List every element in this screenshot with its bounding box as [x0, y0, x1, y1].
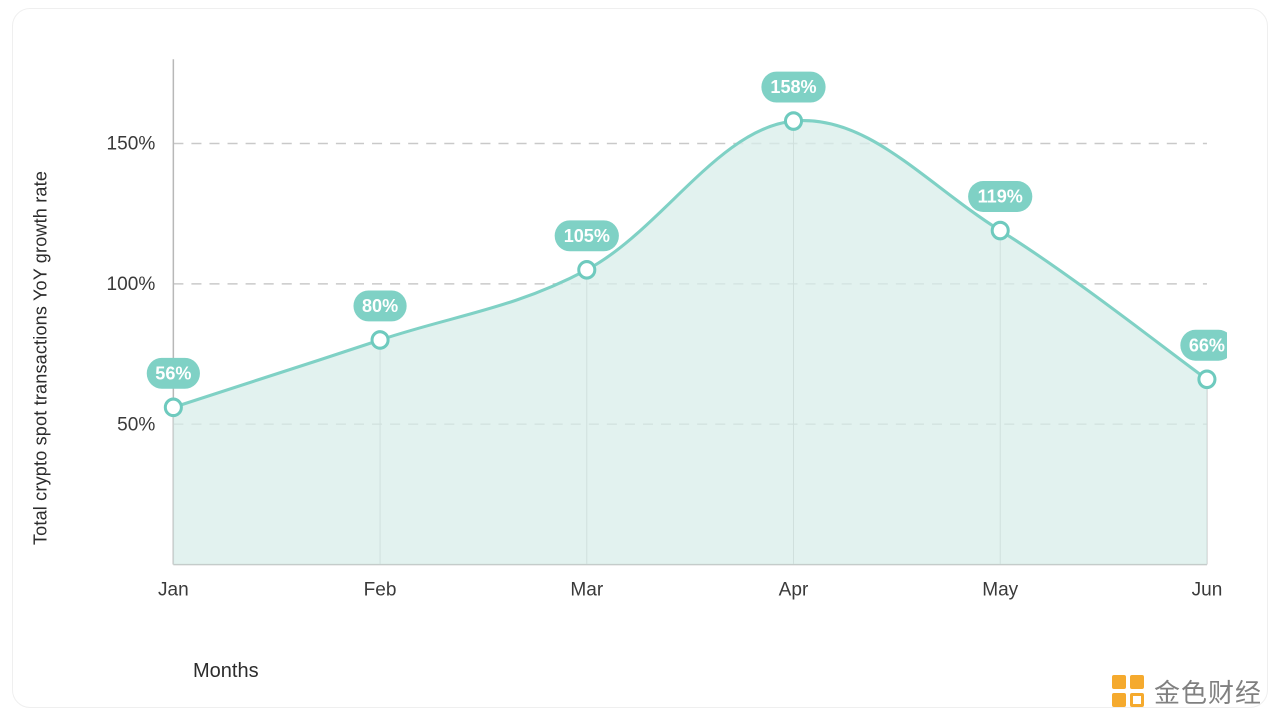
growth-rate-chart: 50% 100% 150% 56% 80% 105% 158% 119% 66% Jan Feb Ma… [73, 49, 1227, 647]
watermark-text: 金色财经 [1154, 673, 1262, 710]
y-tick-label: 100% [107, 274, 156, 295]
x-tick-label: Mar [570, 579, 603, 600]
value-badge-text: 56% [155, 362, 191, 383]
value-badge-text: 119% [978, 185, 1023, 206]
x-tick-label: Jan [158, 579, 189, 600]
x-tick-label: May [982, 579, 1018, 600]
y-axis-label: Total crypto spot transactions YoY growt… [31, 171, 52, 545]
chart-area: 50% 100% 150% 56% 80% 105% 158% 119% 66% Jan Feb Ma… [73, 49, 1227, 647]
chart-card: Total crypto spot transactions YoY growt… [12, 8, 1268, 708]
y-tick-label: 50% [117, 414, 155, 435]
area-fill [173, 121, 1207, 565]
data-point [372, 332, 388, 348]
data-point [165, 399, 181, 415]
x-tick-label: Feb [364, 579, 397, 600]
data-point [1199, 371, 1215, 387]
watermark: 金色财经 [1112, 673, 1262, 710]
x-axis-label: Months [193, 660, 259, 683]
value-badge-text: 158% [770, 76, 816, 97]
x-tick-label: Jun [1192, 579, 1223, 600]
data-point [785, 113, 801, 129]
y-tick-label: 150% [107, 133, 156, 154]
value-badge-text: 80% [362, 295, 398, 316]
x-tick-label: Apr [779, 579, 809, 600]
data-point [992, 222, 1008, 238]
data-point [579, 262, 595, 278]
value-badge-text: 105% [564, 225, 610, 246]
watermark-logo-icon [1112, 675, 1146, 709]
value-badge-text: 66% [1189, 334, 1225, 355]
